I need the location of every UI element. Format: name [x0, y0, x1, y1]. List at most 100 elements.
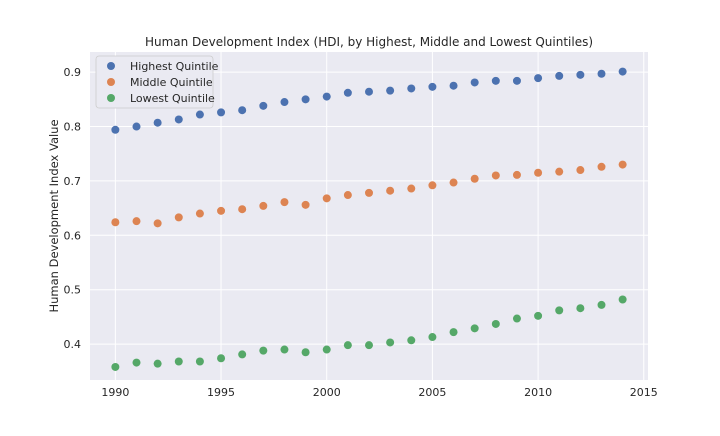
y-axis-label: Human Development Index Value	[47, 119, 61, 312]
series-lowest-quintile	[111, 295, 627, 371]
x-tick-label: 1995	[207, 386, 235, 399]
data-point	[238, 350, 247, 359]
data-point	[301, 200, 310, 209]
data-point	[365, 188, 373, 197]
data-point	[322, 92, 331, 101]
data-point	[618, 67, 627, 76]
data-point	[217, 206, 226, 215]
data-point	[153, 219, 162, 228]
data-point	[470, 174, 479, 183]
data-point	[111, 362, 120, 371]
data-point	[153, 118, 162, 127]
series-highest-quintile	[111, 67, 627, 134]
data-point	[555, 71, 564, 80]
data-point	[491, 171, 500, 180]
data-point	[534, 74, 543, 83]
data-point	[217, 108, 226, 117]
data-point	[174, 357, 183, 366]
data-point	[597, 69, 606, 78]
data-point	[174, 115, 183, 124]
y-tick-label: 0.8	[64, 121, 82, 134]
x-tick-label: 2005	[418, 386, 446, 399]
data-point	[343, 88, 352, 97]
data-point	[132, 122, 141, 131]
data-point	[470, 324, 479, 333]
data-point	[132, 358, 141, 367]
legend-marker	[107, 62, 115, 70]
y-tick-label: 0.7	[64, 175, 82, 188]
data-point	[512, 170, 521, 179]
legend-label: Lowest Quintile	[130, 92, 215, 105]
legend-marker	[107, 94, 115, 102]
y-tick-label: 0.4	[64, 338, 82, 351]
data-point	[449, 81, 458, 90]
data-point	[195, 357, 204, 366]
data-point	[280, 98, 289, 107]
data-point	[343, 341, 352, 350]
data-point	[322, 345, 331, 354]
data-point	[301, 95, 310, 104]
data-point	[280, 345, 289, 354]
chart-title: Human Development Index (HDI, by Highest…	[145, 35, 593, 49]
data-point	[512, 314, 521, 323]
data-point	[259, 101, 268, 110]
data-point	[238, 205, 247, 214]
legend-label: Highest Quintile	[130, 60, 219, 73]
x-tick-label: 1990	[101, 386, 129, 399]
data-point	[386, 86, 395, 95]
data-point	[428, 82, 437, 91]
legend-label: Middle Quintile	[130, 76, 213, 89]
data-point	[153, 359, 162, 368]
data-point	[322, 194, 331, 203]
data-point	[365, 87, 373, 96]
data-point	[407, 184, 416, 193]
data-point	[576, 70, 585, 79]
data-point	[365, 341, 373, 350]
data-point	[259, 346, 268, 355]
data-point	[386, 338, 395, 347]
legend-marker	[107, 78, 115, 86]
data-point	[238, 106, 247, 115]
data-points	[111, 67, 627, 371]
series-middle-quintile	[111, 160, 627, 228]
data-point	[555, 167, 564, 176]
grid-lines	[90, 52, 648, 380]
data-point	[407, 336, 416, 345]
legend-box	[95, 55, 214, 109]
data-point	[576, 166, 585, 175]
tick-labels: 1990 1995 2000 2005 2010 2015 0.4 0.5 0.6 0.7 0.8 0…	[64, 66, 658, 399]
x-tick-label: 2000	[313, 386, 341, 399]
y-tick-label: 0.5	[64, 284, 82, 297]
data-point	[195, 110, 204, 119]
data-point	[491, 319, 500, 328]
x-tick-label: 2010	[524, 386, 552, 399]
data-point	[491, 76, 500, 85]
data-point	[576, 304, 585, 313]
data-point	[512, 76, 521, 85]
data-point	[428, 181, 437, 190]
data-point	[449, 328, 458, 337]
data-point	[597, 162, 606, 171]
data-point	[111, 125, 120, 134]
data-point	[195, 209, 204, 218]
data-point	[534, 311, 543, 320]
data-point	[217, 354, 226, 363]
y-tick-label: 0.6	[64, 229, 82, 242]
data-point	[343, 191, 352, 200]
data-point	[618, 295, 627, 304]
data-point	[301, 348, 310, 357]
legend: Highest Quintile Middle Quintile Lowest Qu…	[95, 55, 219, 109]
data-point	[597, 300, 606, 309]
data-point	[407, 84, 416, 93]
data-point	[534, 168, 543, 177]
data-point	[174, 213, 183, 222]
data-point	[386, 186, 395, 195]
data-point	[449, 178, 458, 187]
data-point	[280, 198, 289, 207]
data-point	[132, 217, 141, 226]
y-tick-label: 0.9	[64, 66, 82, 79]
data-point	[555, 306, 564, 315]
data-point	[618, 160, 627, 169]
